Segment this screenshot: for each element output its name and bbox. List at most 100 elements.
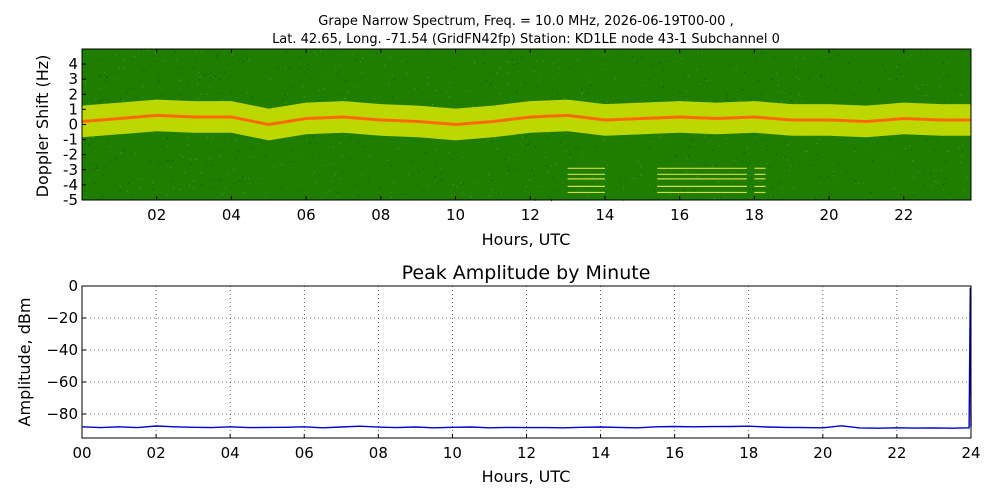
noise-speck (798, 94, 801, 96)
noise-speck (806, 143, 809, 145)
noise-speck (806, 151, 808, 153)
noise-speck (476, 182, 478, 184)
noise-speck (746, 145, 748, 147)
noise-speck (926, 49, 928, 51)
noise-speck (138, 53, 140, 55)
noise-speck (357, 141, 359, 144)
noise-speck (924, 85, 926, 87)
noise-speck (825, 56, 827, 58)
noise-speck (88, 103, 90, 105)
noise-speck (151, 181, 153, 183)
noise-speck (581, 92, 583, 94)
noise-speck (942, 183, 944, 186)
noise-speck (729, 64, 731, 66)
noise-speck (677, 60, 679, 62)
noise-speck (545, 165, 548, 167)
noise-speck (944, 160, 947, 162)
noise-speck (512, 64, 514, 66)
noise-speck (793, 69, 795, 71)
noise-speck (105, 81, 107, 83)
noise-speck (846, 170, 848, 172)
noise-speck (637, 161, 639, 163)
noise-speck (805, 150, 807, 152)
noise-speck (167, 194, 169, 196)
noise-speck (596, 145, 598, 148)
noise-speck (318, 89, 320, 92)
noise-speck (506, 172, 508, 174)
noise-speck (98, 76, 100, 78)
noise-speck (580, 88, 583, 90)
noise-speck (896, 78, 898, 80)
noise-speck (119, 186, 121, 188)
noise-speck (142, 85, 144, 87)
x-tick-label: 06 (295, 444, 314, 462)
noise-speck (285, 94, 287, 96)
noise-speck (622, 188, 624, 190)
noise-speck (550, 197, 552, 199)
noise-speck (525, 82, 527, 84)
noise-speck (440, 168, 442, 170)
noise-speck (525, 135, 528, 137)
noise-speck (200, 50, 203, 53)
noise-speck (352, 53, 354, 55)
noise-speck (591, 177, 594, 179)
noise-speck (306, 138, 308, 140)
noise-speck (241, 49, 243, 51)
noise-speck (742, 88, 744, 91)
noise-speck (796, 102, 798, 104)
noise-speck (624, 180, 626, 182)
noise-speck (871, 160, 874, 162)
noise-speck (119, 189, 121, 192)
noise-speck (577, 59, 579, 62)
noise-speck (853, 94, 855, 96)
noise-speck (447, 92, 449, 94)
noise-speck (735, 68, 737, 70)
noise-speck (688, 75, 690, 77)
noise-speck (456, 185, 458, 188)
noise-speck (132, 194, 134, 196)
noise-speck (507, 61, 509, 63)
noise-speck (752, 188, 754, 190)
noise-speck (588, 187, 590, 189)
noise-speck (435, 89, 437, 92)
x-tick-label: 10 (443, 444, 462, 462)
noise-speck (102, 174, 104, 176)
noise-speck (157, 73, 159, 75)
noise-speck (516, 154, 518, 156)
noise-speck (547, 171, 549, 173)
noise-speck (535, 60, 537, 62)
noise-speck (341, 155, 343, 157)
noise-speck (92, 168, 94, 170)
noise-speck (258, 143, 260, 145)
noise-speck (172, 180, 174, 183)
amplitude-panel: Peak Amplitude by Minute 00 02 04 06 08 10 12 1… (15, 262, 981, 486)
noise-speck (539, 79, 541, 81)
noise-speck (884, 71, 886, 73)
noise-speck (636, 62, 638, 64)
noise-speck (575, 147, 577, 149)
noise-speck (795, 65, 797, 67)
amplitude-line (81, 287, 972, 429)
noise-speck (820, 74, 822, 76)
noise-speck (179, 154, 181, 156)
noise-speck (103, 102, 105, 105)
noise-speck (214, 75, 217, 78)
noise-speck (678, 194, 680, 196)
noise-speck (606, 164, 608, 166)
noise-speck (140, 187, 142, 189)
noise-speck (809, 164, 811, 166)
noise-speck (339, 142, 341, 144)
noise-speck (197, 72, 200, 74)
noise-speck (338, 51, 340, 53)
y-tick-label: 1 (68, 100, 78, 118)
noise-speck (922, 84, 924, 86)
noise-speck (232, 53, 234, 55)
noise-speck (297, 74, 299, 76)
noise-speck (226, 63, 228, 65)
noise-speck (197, 98, 199, 100)
noise-speck (516, 93, 518, 95)
noise-speck (705, 133, 707, 135)
x-tick-label: 14 (595, 206, 614, 224)
noise-speck (356, 183, 358, 186)
noise-speck (760, 93, 762, 95)
